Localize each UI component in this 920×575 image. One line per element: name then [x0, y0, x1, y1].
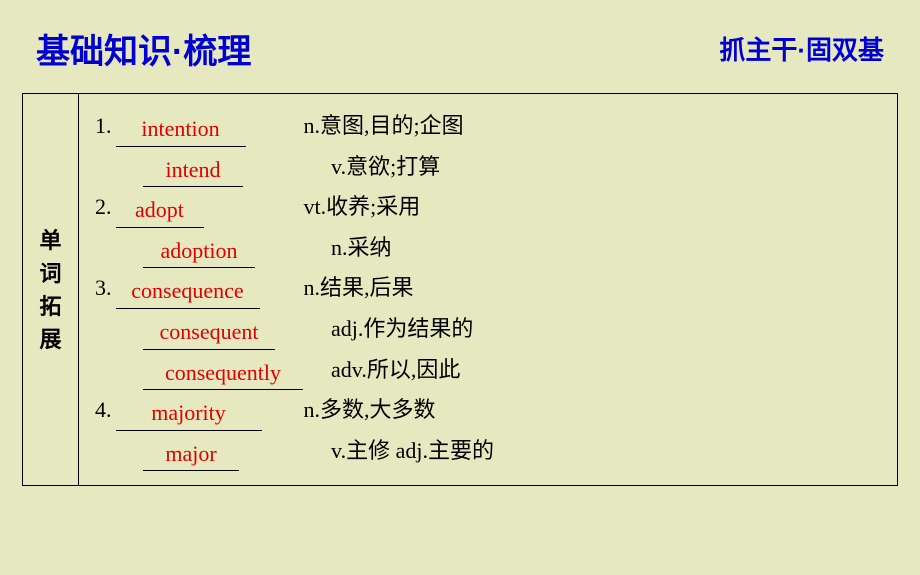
entry-line: intend v.意欲;打算 [95, 147, 881, 188]
fill-blank: adopt [116, 187, 204, 228]
entry-line: 3.consequence n.结果,后果 [95, 268, 881, 309]
fill-blank: consequently [143, 350, 303, 391]
entry-line: 1.intention n.意图,目的;企图 [95, 106, 881, 147]
entry-line: 4.majority n.多数,大多数 [95, 390, 881, 431]
part-of-speech: n. [304, 390, 321, 430]
definition: 收养;采用 [326, 187, 420, 227]
answer-text: consequent [143, 312, 275, 352]
vocab-table: 单 词 拓 展 1.intentionn.意图,目的;企图intendv.意欲;… [22, 93, 898, 486]
part-of-speech: adv. [331, 350, 367, 390]
header: 基础知识·梳理 抓主干·固双基 [0, 0, 920, 93]
part-of-speech: n. [331, 228, 348, 268]
fill-blank: consequence [116, 268, 260, 309]
definition: 意欲;打算 [346, 147, 440, 187]
part-of-speech: v. [331, 431, 346, 471]
answer-text: adopt [116, 190, 204, 230]
answer-text: majority [116, 393, 262, 433]
definition: 结果,后果 [320, 268, 414, 308]
answer-text: consequently [143, 353, 303, 393]
fill-blank: majority [116, 390, 262, 431]
answer-text: intention [116, 109, 246, 149]
part-of-speech: vt. [304, 187, 327, 227]
answer-text: consequence [116, 271, 260, 311]
part-of-speech: adj. [331, 309, 363, 349]
fill-blank: adoption [143, 228, 255, 269]
entry-number: 1. [95, 106, 112, 146]
fill-blank: intention [116, 106, 246, 147]
entry-line: adoption n.采纳 [95, 228, 881, 269]
section-char-0: 单 [39, 224, 61, 257]
section-label: 单 词 拓 展 [23, 94, 79, 485]
answer-text: adoption [143, 231, 255, 271]
section-char-3: 展 [39, 323, 61, 356]
main-title: 基础知识·梳理 [36, 24, 251, 73]
definition: 作为结果的 [363, 309, 473, 349]
fill-blank: intend [143, 147, 243, 188]
entry-line: consequently adv.所以,因此 [95, 350, 881, 391]
part-of-speech: v. [331, 147, 346, 187]
definition: 意图,目的;企图 [320, 106, 464, 146]
part-of-speech: n. [304, 106, 321, 146]
definition: 所以,因此 [367, 350, 461, 390]
sub-title: 抓主干·固双基 [719, 30, 884, 67]
section-char-1: 词 [39, 257, 61, 290]
definition: 多数,大多数 [320, 390, 436, 430]
definition: 采纳 [348, 228, 392, 268]
section-char-2: 拓 [39, 290, 61, 323]
entry-line: consequent adj.作为结果的 [95, 309, 881, 350]
part-of-speech: n. [304, 268, 321, 308]
fill-blank: major [143, 431, 239, 472]
entry-number: 4. [95, 390, 112, 430]
entry-number: 2. [95, 187, 112, 227]
entry-number: 3. [95, 268, 112, 308]
answer-text: major [143, 434, 239, 474]
entry-line: major v.主修 adj.主要的 [95, 431, 881, 472]
vocab-content: 1.intentionn.意图,目的;企图intendv.意欲;打算2.adop… [79, 94, 897, 485]
entry-line: 2.adopt vt.收养;采用 [95, 187, 881, 228]
definition: 主修 adj.主要的 [346, 431, 494, 471]
answer-text: intend [143, 150, 243, 190]
fill-blank: consequent [143, 309, 275, 350]
